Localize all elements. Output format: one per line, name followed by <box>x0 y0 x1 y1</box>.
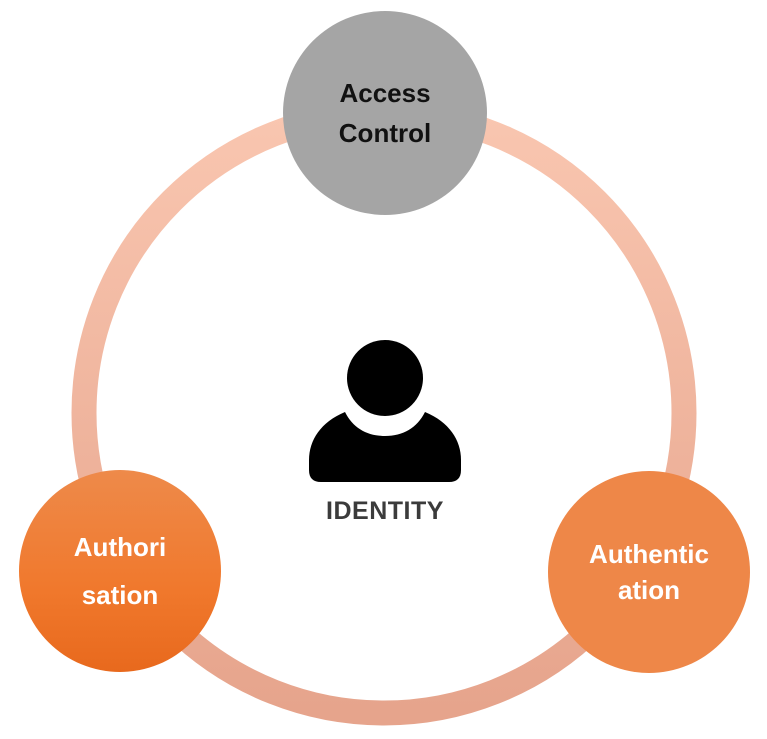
access-control-label-line1: Access <box>339 78 431 108</box>
authentication-label-line1: Authentic <box>589 539 709 569</box>
access-control-label-line2: Control <box>338 118 432 148</box>
identity-label: IDENTITY <box>326 497 444 525</box>
authentication-node: Authentic ation <box>548 471 750 673</box>
access-control-node: Access Control <box>283 11 487 215</box>
authorisation-label-line1: Authori <box>73 532 167 562</box>
authorisation-node: Authori sation <box>19 470 221 672</box>
authentication-label-line2: ation <box>617 575 681 605</box>
authorisation-label-line2: sation <box>81 580 159 610</box>
person-icon <box>309 340 461 482</box>
